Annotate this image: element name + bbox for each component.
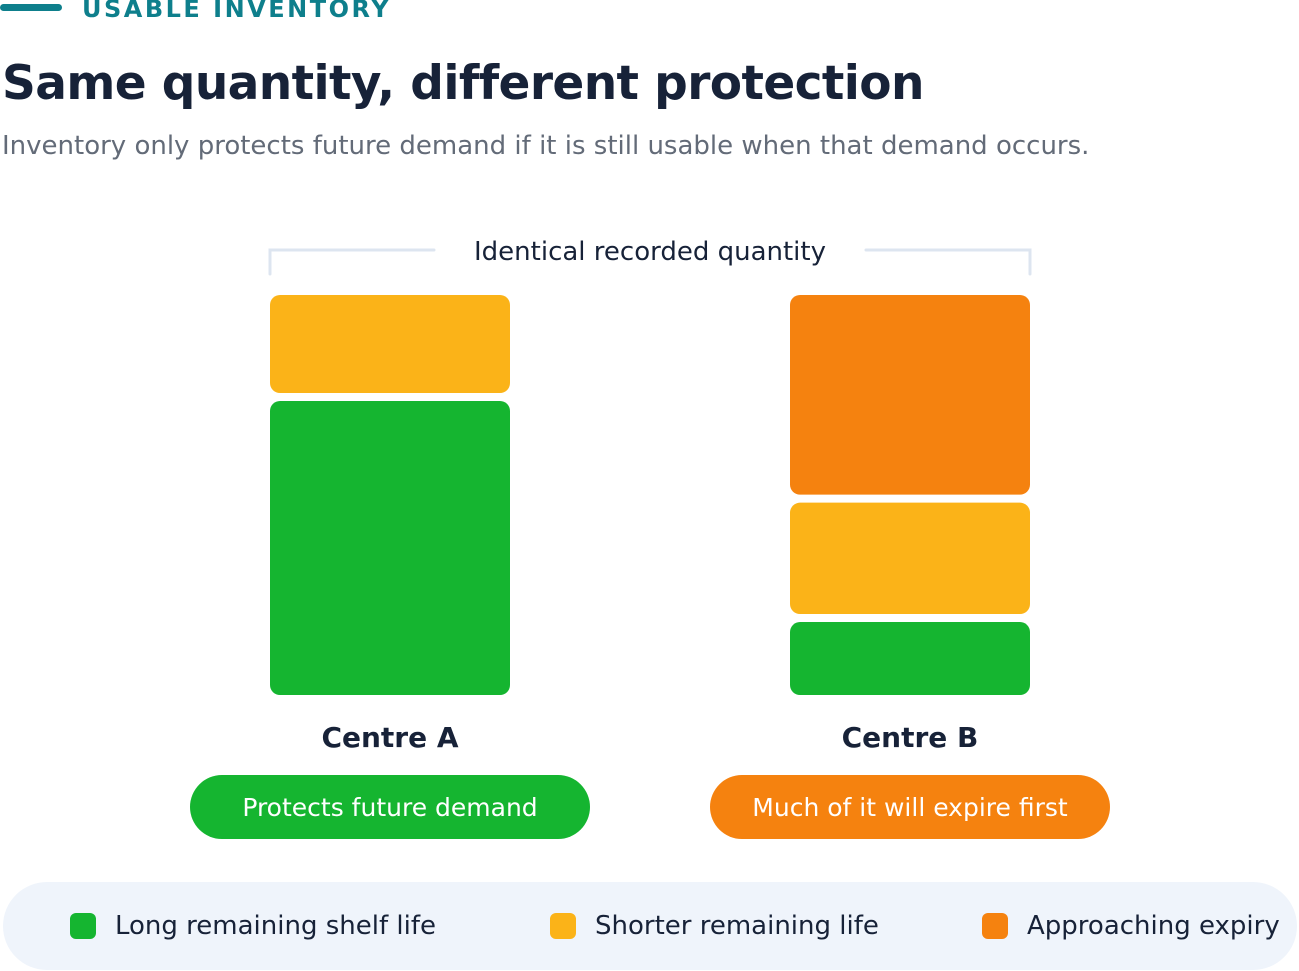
bar-shorter-centre-b (790, 502, 1030, 615)
legend-swatch-shorter (550, 913, 576, 939)
bar-long-centre-b (790, 622, 1030, 695)
bar-long-centre-a (270, 401, 510, 695)
page-subtitle: Inventory only protects future demand if… (2, 131, 1090, 161)
page-title: Same quantity, different protection (2, 56, 924, 111)
bracket-right (864, 248, 1032, 276)
legend-swatch-long (70, 913, 96, 939)
bar-shorter-centre-a (270, 295, 510, 393)
legend-item-expiry: Approaching expiry (982, 909, 1280, 943)
status-pill-label-centre-a: Protects future demand (242, 793, 537, 822)
legend-label-shorter: Shorter remaining life (595, 911, 879, 941)
bracket-left (268, 248, 436, 276)
legend-swatch-expiry (982, 913, 1008, 939)
legend-label-expiry: Approaching expiry (1027, 911, 1280, 941)
status-pill-centre-b (710, 775, 1110, 839)
category-label-centre-a: Centre A (321, 721, 458, 754)
eyebrow-accent-line (0, 4, 62, 11)
bar-expiry-centre-b (790, 295, 1030, 495)
bracket-annotation: Identical recorded quantity (474, 237, 826, 267)
chart-legend: Long remaining shelf life Shorter remain… (3, 882, 1297, 970)
status-pill-label-centre-b: Much of it will expire first (752, 793, 1068, 822)
legend-item-long: Long remaining shelf life (70, 909, 436, 943)
status-pill-centre-a (190, 775, 590, 839)
eyebrow-label: USABLE INVENTORY (82, 0, 392, 23)
legend-label-long: Long remaining shelf life (115, 911, 436, 941)
stacked-bar-chart: Identical recorded quantity Centre A Prote… (190, 237, 1110, 839)
legend-item-shorter: Shorter remaining life (550, 909, 879, 943)
category-label-centre-b: Centre B (842, 721, 979, 754)
